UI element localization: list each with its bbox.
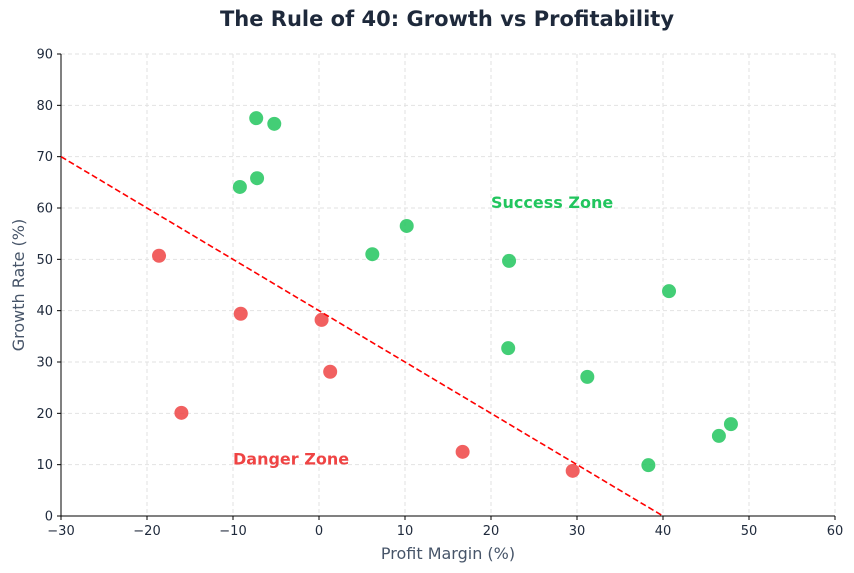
y-tick-label: 40 (36, 304, 53, 319)
scatter-point (399, 218, 414, 233)
x-tick-label: 20 (483, 524, 500, 539)
y-tick-label: 20 (36, 407, 53, 422)
scatter-point (501, 341, 516, 356)
x-tick-label: −30 (47, 524, 74, 539)
scatter-point (233, 306, 248, 321)
x-tick-label: 10 (397, 524, 414, 539)
y-tick-label: 80 (36, 99, 53, 114)
x-tick-label: 30 (569, 524, 586, 539)
annotation: Danger Zone (233, 450, 349, 469)
x-tick-label: 0 (315, 524, 323, 539)
scatter-point (565, 463, 580, 478)
y-tick-label: 0 (45, 510, 53, 525)
scatter-point (502, 253, 517, 268)
scatter-point (250, 171, 265, 186)
x-axis-label: Profit Margin (%) (381, 544, 515, 563)
scatter-point (723, 417, 738, 432)
scatter-point (711, 428, 726, 443)
y-tick-label: 30 (36, 356, 53, 371)
y-tick-label: 10 (36, 458, 53, 473)
x-tick-label: 60 (827, 524, 844, 539)
scatter-point (455, 444, 470, 459)
x-tick-label: −10 (219, 524, 246, 539)
scatter-point (314, 312, 329, 327)
y-tick-label: 50 (36, 253, 53, 268)
scatter-point (662, 284, 677, 299)
x-tick-label: 40 (655, 524, 672, 539)
scatter-point (174, 405, 189, 420)
y-tick-label: 90 (36, 48, 53, 63)
scatter-point (232, 179, 247, 194)
y-tick-label: 70 (36, 150, 53, 165)
scatter-point (152, 248, 167, 263)
scatter-point (249, 111, 264, 126)
y-axis-label: Growth Rate (%) (9, 219, 28, 351)
x-tick-label: 50 (741, 524, 758, 539)
scatter-point (365, 247, 380, 262)
scatter-point (641, 458, 656, 473)
x-tick-label: −20 (133, 524, 160, 539)
annotation: Success Zone (491, 193, 613, 212)
scatter-point (267, 116, 282, 131)
chart-title: The Rule of 40: Growth vs Profitability (220, 7, 674, 31)
scatter-point (580, 369, 595, 384)
y-tick-label: 60 (36, 202, 53, 217)
scatter-point (323, 364, 338, 379)
